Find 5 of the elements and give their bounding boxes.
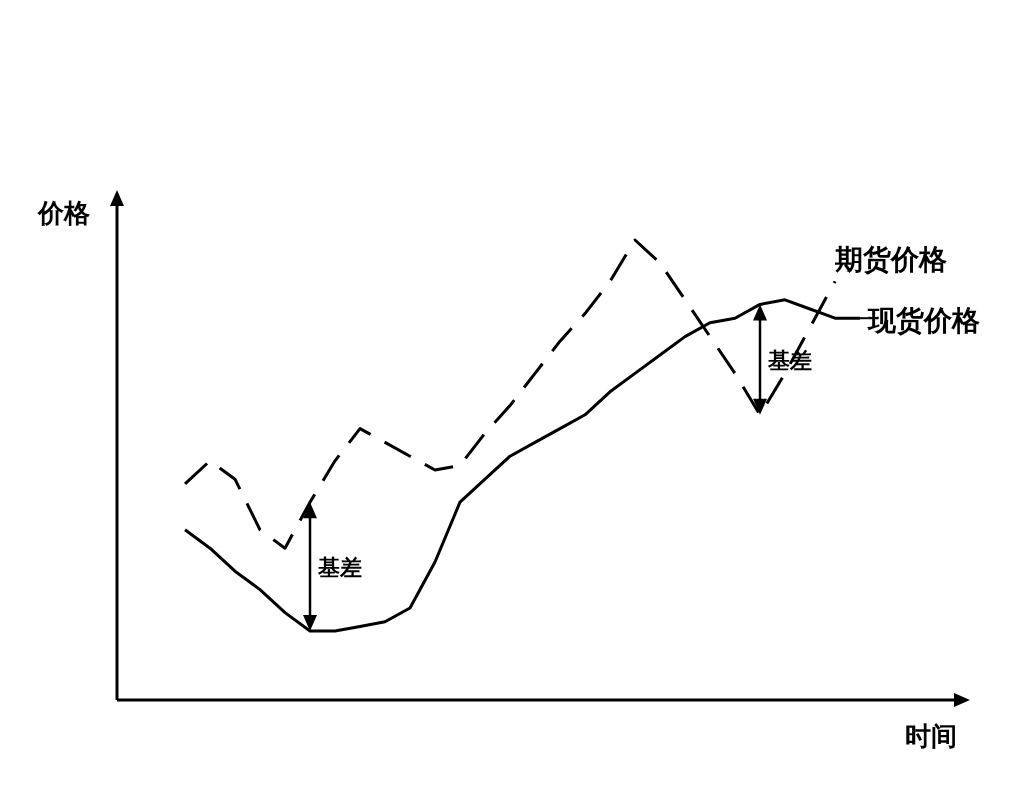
series-label: 期货价格 [834, 243, 947, 277]
x-axis-title: 时间 [905, 721, 957, 751]
annotation: 基差 [317, 554, 362, 580]
legend-label: 现货价格 [867, 304, 980, 338]
y-axis-title: 价格 [37, 198, 90, 228]
